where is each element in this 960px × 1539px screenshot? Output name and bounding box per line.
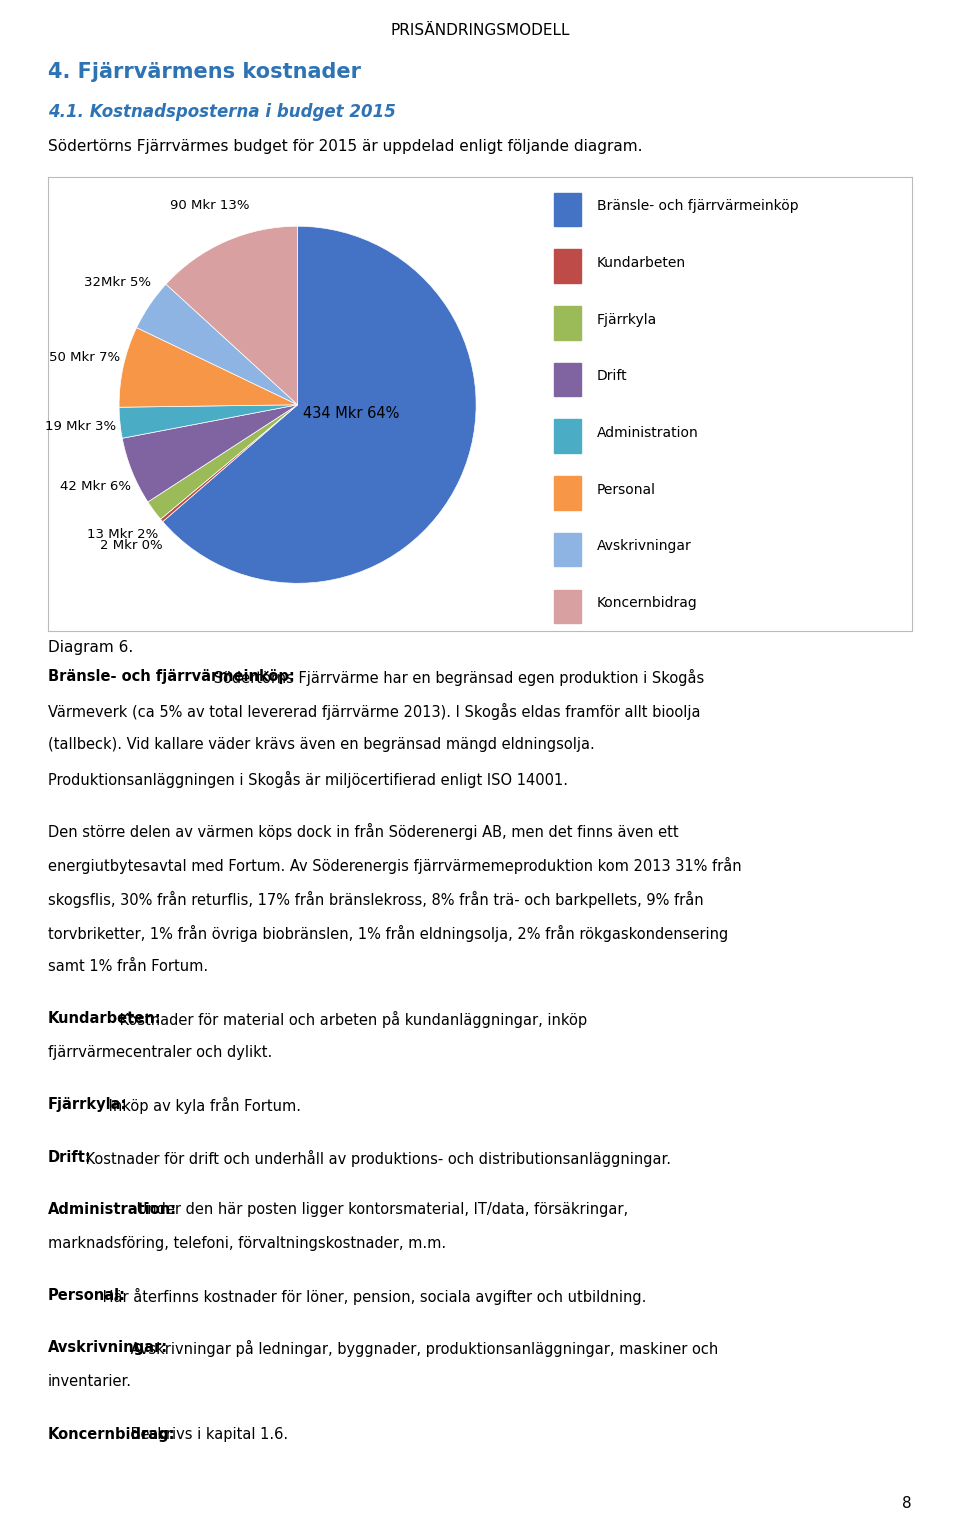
Bar (554, 306, 581, 340)
Wedge shape (166, 226, 298, 405)
Text: Fjärrkyla: Fjärrkyla (597, 312, 658, 326)
Text: 50 Mkr 7%: 50 Mkr 7% (49, 351, 120, 365)
Text: 42 Mkr 6%: 42 Mkr 6% (60, 480, 131, 492)
Text: fjärrvärmecentraler och dylikt.: fjärrvärmecentraler och dylikt. (48, 1045, 273, 1060)
Wedge shape (119, 328, 298, 408)
Wedge shape (148, 405, 298, 519)
Text: Värmeverk (ca 5% av total levererad fjärrvärme 2013). I Skogås eldas framför all: Värmeverk (ca 5% av total levererad fjär… (48, 703, 701, 720)
Text: torvbriketter, 1% från övriga biobränslen, 1% från eldningsolja, 2% från rökgask: torvbriketter, 1% från övriga biobränsle… (48, 925, 729, 942)
Text: Administration: Administration (597, 426, 699, 440)
Text: Här återfinns kostnader för löner, pension, sociala avgifter och utbildning.: Här återfinns kostnader för löner, pensi… (98, 1288, 646, 1305)
Text: 90 Mkr 13%: 90 Mkr 13% (170, 199, 250, 212)
Bar (554, 420, 581, 452)
Wedge shape (136, 285, 298, 405)
Text: Drift:: Drift: (48, 1150, 92, 1165)
Text: 19 Mkr 3%: 19 Mkr 3% (45, 420, 116, 434)
Text: Kostnader för drift och underhåll av produktions- och distributionsanläggningar.: Kostnader för drift och underhåll av pro… (82, 1150, 671, 1167)
Text: 2 Mkr 0%: 2 Mkr 0% (101, 539, 163, 553)
Text: 4. Fjärrvärmens kostnader: 4. Fjärrvärmens kostnader (48, 62, 361, 82)
Text: Bränsle- och fjärrvärmeinköp: Bränsle- och fjärrvärmeinköp (597, 199, 799, 212)
Text: 4.1. Kostnadsposterna i budget 2015: 4.1. Kostnadsposterna i budget 2015 (48, 103, 396, 122)
Wedge shape (160, 405, 298, 522)
Wedge shape (162, 226, 476, 583)
Text: (tallbeck). Vid kallare väder krävs även en begränsad mängd eldningsolja.: (tallbeck). Vid kallare väder krävs även… (48, 737, 595, 753)
Text: Koncernbidrag: Koncernbidrag (597, 596, 698, 609)
Text: Inköp av kyla från Fortum.: Inköp av kyla från Fortum. (104, 1097, 300, 1114)
Text: Personal:: Personal: (48, 1288, 126, 1304)
Text: Drift: Drift (597, 369, 628, 383)
Text: marknadsföring, telefoni, förvaltningskostnader, m.m.: marknadsföring, telefoni, förvaltningsko… (48, 1236, 446, 1251)
Text: samt 1% från Fortum.: samt 1% från Fortum. (48, 959, 208, 974)
Text: 8: 8 (902, 1496, 912, 1511)
Text: PRISÄNDRINGSMODELL: PRISÄNDRINGSMODELL (391, 23, 569, 38)
Bar (554, 363, 581, 396)
Bar (554, 249, 581, 283)
Text: Södertörns Fjärrvärmes budget för 2015 är uppdelad enligt följande diagram.: Södertörns Fjärrvärmes budget för 2015 ä… (48, 139, 642, 154)
Text: skogsflis, 30% från returflis, 17% från bränslekross, 8% från trä- och barkpelle: skogsflis, 30% från returflis, 17% från … (48, 891, 704, 908)
Text: Under den här posten ligger kontorsmaterial, IT/data, försäkringar,: Under den här posten ligger kontorsmater… (132, 1202, 628, 1217)
Wedge shape (122, 405, 298, 502)
Wedge shape (119, 405, 298, 439)
Text: Avskrivningar:: Avskrivningar: (48, 1340, 168, 1356)
Text: Avskrivningar på ledningar, byggnader, produktionsanläggningar, maskiner och: Avskrivningar på ledningar, byggnader, p… (126, 1340, 718, 1357)
Bar (554, 192, 581, 226)
Bar (554, 589, 581, 623)
Bar (554, 532, 581, 566)
Text: Produktionsanläggningen i Skogås är miljöcertifierad enligt ISO 14001.: Produktionsanläggningen i Skogås är milj… (48, 771, 568, 788)
Text: inventarier.: inventarier. (48, 1374, 132, 1390)
Text: Beskrivs i kapital 1.6.: Beskrivs i kapital 1.6. (126, 1427, 288, 1442)
Text: Den större delen av värmen köps dock in från Söderenergi AB, men det finns även : Den större delen av värmen köps dock in … (48, 823, 679, 840)
Bar (554, 476, 581, 509)
Text: Avskrivningar: Avskrivningar (597, 539, 691, 553)
Text: Kostnader för material och arbeten på kundanläggningar, inköp: Kostnader för material och arbeten på ku… (115, 1011, 587, 1028)
Text: Fjärrkyla:: Fjärrkyla: (48, 1097, 128, 1113)
Text: 32Mkr 5%: 32Mkr 5% (84, 277, 151, 289)
Text: Kundarbeten:: Kundarbeten: (48, 1011, 161, 1027)
Text: Personal: Personal (597, 483, 656, 497)
Text: Kundarbeten: Kundarbeten (597, 255, 686, 269)
Text: 434 Mkr 64%: 434 Mkr 64% (303, 406, 399, 422)
Text: Bränsle- och fjärrvärmeinköp:: Bränsle- och fjärrvärmeinköp: (48, 669, 295, 685)
Text: energiutbytesavtal med Fortum. Av Söderenergis fjärrvärmemeproduktion kom 2013 3: energiutbytesavtal med Fortum. Av Södere… (48, 857, 742, 874)
Text: 13 Mkr 2%: 13 Mkr 2% (86, 528, 158, 540)
Text: Södertörns Fjärrvärme har en begränsad egen produktion i Skogås: Södertörns Fjärrvärme har en begränsad e… (209, 669, 705, 686)
Text: Diagram 6.: Diagram 6. (48, 640, 133, 656)
Text: Koncernbidrag:: Koncernbidrag: (48, 1427, 176, 1442)
Text: Administration:: Administration: (48, 1202, 178, 1217)
